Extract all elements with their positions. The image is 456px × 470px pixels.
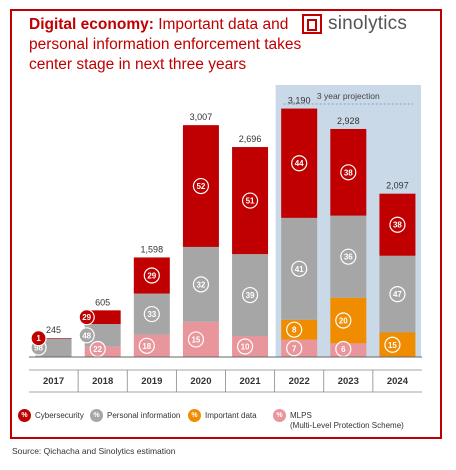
badge-label-personal_information-2021: 39 bbox=[246, 291, 255, 300]
category-label-2022: 2022 bbox=[289, 376, 310, 387]
legend-label-text: Personal information bbox=[107, 411, 181, 420]
badge-personal_information-2020 bbox=[192, 276, 210, 293]
legend-label-mlps: MLPS (Multi-Level Protection Scheme) bbox=[290, 409, 404, 431]
category-label-2020: 2020 bbox=[190, 376, 211, 387]
badge-label-mlps-2021: 10 bbox=[241, 343, 250, 352]
badge-mlps-2021 bbox=[236, 338, 254, 355]
badge-personal_information-2018 bbox=[78, 327, 95, 344]
legend-swatch-important_data: % bbox=[188, 409, 201, 422]
legend-label-text: MLPS bbox=[290, 411, 312, 420]
badge-cybersecurity-2017 bbox=[30, 330, 47, 347]
badge-label-important_data-2022: 8 bbox=[292, 326, 297, 335]
chart-title-rest: Important data and personal information … bbox=[29, 16, 302, 73]
legend-label-text: Important data bbox=[205, 411, 257, 420]
legend: % Cybersecurity% Personal information% Impo… bbox=[18, 405, 438, 433]
badge-label-mlps-2019: 18 bbox=[142, 342, 151, 351]
badge-cybersecurity-2020 bbox=[192, 177, 210, 195]
total-label-2022: 3,190 bbox=[288, 96, 311, 106]
legend-swatch-mlps: % bbox=[273, 409, 286, 422]
legend-item-mlps: % MLPS (Multi-Level Protection Scheme) bbox=[273, 409, 404, 431]
badge-personal_information-2024 bbox=[389, 286, 406, 303]
badge-label-important_data-2023: 20 bbox=[339, 317, 348, 326]
category-label-2024: 2024 bbox=[387, 376, 409, 387]
category-label-2018: 2018 bbox=[92, 376, 113, 387]
badge-cybersecurity-2023 bbox=[340, 164, 357, 181]
badge-label-cybersecurity-2017: 1 bbox=[36, 334, 41, 343]
badge-label-cybersecurity-2019: 29 bbox=[147, 271, 156, 280]
category-label-2019: 2019 bbox=[141, 376, 162, 387]
legend-label-important_data: Important data bbox=[205, 409, 257, 421]
sinolytics-logo: sinolytics bbox=[302, 10, 407, 38]
category-label-2023: 2023 bbox=[338, 376, 359, 387]
badge-label-cybersecurity-2023: 38 bbox=[344, 168, 353, 177]
logo-text: sinolytics bbox=[328, 13, 408, 34]
legend-item-cybersecurity: % Cybersecurity bbox=[18, 409, 84, 422]
badge-label-personal_information-2017: 98 bbox=[34, 344, 43, 353]
badge-cybersecurity-2019 bbox=[143, 267, 160, 284]
legend-item-important_data: % Important data bbox=[188, 409, 257, 422]
badge-label-mlps-2023: 6 bbox=[341, 345, 346, 354]
badge-personal_information-2023 bbox=[340, 248, 357, 265]
badge-label-personal_information-2024: 47 bbox=[393, 290, 402, 299]
total-label-2023: 2,928 bbox=[337, 116, 360, 126]
badge-label-mlps-2020: 15 bbox=[191, 335, 200, 344]
badge-label-cybersecurity-2018: 29 bbox=[82, 313, 91, 322]
badge-label-cybersecurity-2021: 51 bbox=[246, 197, 255, 206]
badge-cybersecurity-2024 bbox=[389, 216, 406, 233]
legend-sublabel-text: (Multi-Level Protection Scheme) bbox=[290, 421, 404, 430]
badge-cybersecurity-2021 bbox=[241, 192, 259, 209]
badge-label-personal_information-2023: 36 bbox=[344, 253, 353, 262]
badge-mlps-2020 bbox=[187, 331, 205, 348]
total-label-2020: 3,007 bbox=[190, 112, 213, 122]
badge-important_data-2023 bbox=[335, 312, 352, 329]
badge-mlps-2022 bbox=[286, 340, 303, 357]
bar-cybersecurity-2017 bbox=[35, 338, 72, 339]
total-label-2018: 605 bbox=[95, 297, 110, 307]
source-note: Source: Qichacha and Sinolytics estimati… bbox=[12, 446, 176, 456]
logo-mark-icon bbox=[302, 14, 322, 34]
badge-label-cybersecurity-2022: 44 bbox=[295, 159, 304, 168]
badge-personal_information-2022 bbox=[291, 260, 308, 277]
chart-title-bold: Digital economy: bbox=[29, 16, 154, 33]
category-label-2017: 2017 bbox=[43, 376, 64, 387]
badge-personal_information-2019 bbox=[143, 305, 160, 323]
badge-label-cybersecurity-2020: 52 bbox=[196, 182, 205, 191]
badge-cybersecurity-2018 bbox=[78, 309, 95, 326]
legend-item-personal_information: % Personal information bbox=[90, 409, 180, 422]
badge-personal_information-2021 bbox=[241, 286, 259, 304]
badge-cybersecurity-2022 bbox=[291, 155, 308, 172]
projection-label: 3 year projection bbox=[317, 91, 380, 101]
legend-swatch-cybersecurity: % bbox=[18, 409, 31, 422]
badge-important_data-2024 bbox=[384, 336, 401, 353]
category-label-2021: 2021 bbox=[239, 376, 261, 387]
badge-mlps-2019 bbox=[138, 337, 155, 354]
badge-label-important_data-2024: 15 bbox=[388, 341, 397, 350]
total-label-2021: 2,696 bbox=[239, 134, 262, 144]
legend-label-cybersecurity: Cybersecurity bbox=[35, 409, 84, 421]
badge-label-personal_information-2020: 32 bbox=[196, 280, 205, 289]
badge-important_data-2022 bbox=[286, 321, 303, 338]
badge-label-mlps-2022: 7 bbox=[292, 344, 297, 353]
bar-personal_information-2018 bbox=[84, 324, 121, 347]
total-label-2019: 1,598 bbox=[141, 244, 164, 254]
chart-title: Digital economy: Important data and pers… bbox=[29, 15, 314, 75]
badge-label-mlps-2018: 22 bbox=[93, 345, 102, 354]
total-label-2024: 2,097 bbox=[386, 181, 409, 191]
badge-label-personal_information-2022: 41 bbox=[295, 265, 304, 274]
legend-label-personal_information: Personal information bbox=[107, 409, 180, 421]
badge-label-personal_information-2019: 33 bbox=[147, 310, 156, 319]
total-label-2017: 245 bbox=[46, 325, 61, 335]
badge-label-personal_information-2018: 48 bbox=[82, 331, 91, 340]
legend-swatch-personal_information: % bbox=[90, 409, 103, 422]
legend-label-text: Cybersecurity bbox=[35, 411, 84, 420]
badge-label-cybersecurity-2024: 38 bbox=[393, 221, 402, 230]
chart-frame: Digital economy: Important data and pers… bbox=[10, 9, 442, 439]
